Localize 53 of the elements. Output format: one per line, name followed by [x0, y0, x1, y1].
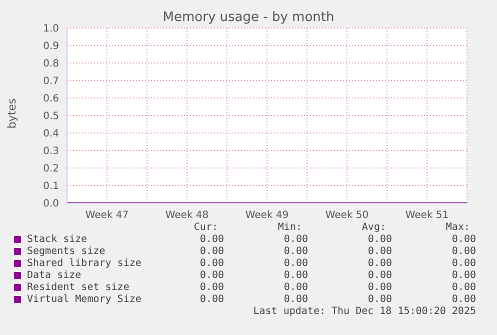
text: 0.00: [452, 282, 476, 293]
text: 0.00: [368, 258, 392, 269]
text: 0.00: [368, 282, 392, 293]
y-tick-label: 0.1: [43, 181, 59, 192]
y-tick-label: 0.0: [43, 198, 59, 210]
x-tick-label: Week 47: [85, 210, 129, 222]
text: 0.00: [200, 258, 224, 269]
text: Cur:: [194, 222, 218, 233]
text: 0.00: [284, 258, 308, 269]
chart-title: Memory usage - by month: [162, 10, 336, 25]
text: 0.00: [452, 270, 476, 281]
text: 0.00: [368, 270, 392, 281]
y-tick-label: 0.9: [43, 41, 59, 52]
text: 0.00: [452, 246, 476, 257]
x-tick-label: Week 51: [405, 210, 449, 222]
text: 0.00: [368, 234, 392, 245]
text: 0.00: [284, 270, 308, 281]
legend-label: Stack size: [27, 234, 88, 245]
text: Avg:: [362, 222, 386, 233]
text: 0.00: [368, 246, 392, 257]
text: 0.00: [284, 246, 308, 257]
legend-label: Resident set size: [27, 282, 130, 293]
text: Last update: Thu Dec 18 15:00:20 2025: [253, 306, 476, 317]
text: 0.00: [200, 294, 224, 305]
legend-label: Segments size: [27, 246, 106, 257]
legend-label: Shared library size: [27, 258, 142, 269]
text: 0.00: [284, 294, 308, 305]
text: 0.00: [452, 258, 476, 269]
y-tick-label: 0.8: [43, 58, 59, 70]
text: 0.00: [452, 294, 476, 305]
x-tick-label: Week 49: [245, 210, 289, 222]
y-tick-label: 0.4: [43, 128, 59, 140]
y-tick-label: 0.7: [43, 76, 59, 88]
text: 0.00: [284, 282, 308, 293]
text: 0.00: [452, 234, 476, 245]
text: 0.00: [284, 234, 308, 245]
text: Max:: [446, 222, 470, 233]
text: Min:: [278, 222, 302, 233]
legend-label: Virtual Memory Size: [27, 294, 142, 305]
y-tick-label: 0.6: [43, 94, 59, 105]
text: 0.00: [200, 282, 224, 293]
text: 0.00: [200, 270, 224, 281]
y-tick-label: 0.3: [43, 146, 59, 158]
legend-label: Data size: [27, 270, 82, 281]
x-tick-label: Week 50: [325, 210, 369, 222]
y-tick-label: 0.2: [43, 164, 59, 175]
text: 0.00: [368, 294, 392, 305]
text: 0.00: [200, 246, 224, 257]
y-tick-label: 1.0: [43, 24, 59, 35]
y-tick-label: 0.5: [43, 111, 59, 122]
x-tick-label: Week 48: [165, 210, 209, 222]
y-axis-title: bytes: [6, 97, 18, 131]
text: 0.00: [200, 234, 224, 245]
